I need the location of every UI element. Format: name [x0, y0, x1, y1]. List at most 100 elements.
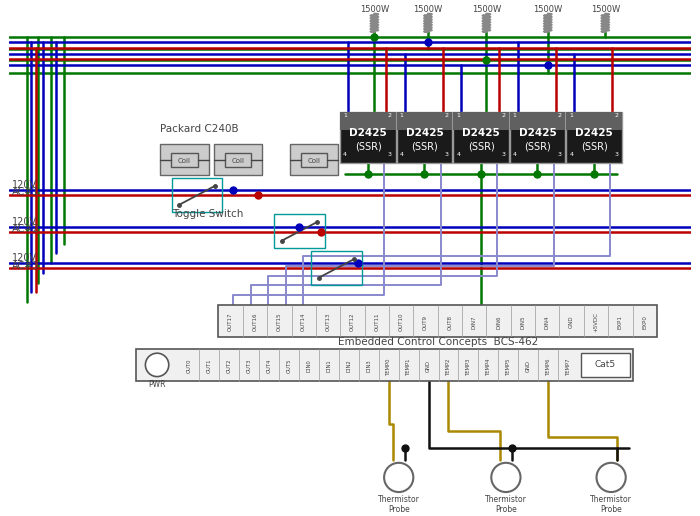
Text: Thermistor
Probe: Thermistor Probe [485, 495, 527, 514]
Text: 120V: 120V [12, 253, 37, 263]
Bar [566, 112, 622, 130]
Text: OUT5: OUT5 [286, 359, 292, 373]
Text: OUT14: OUT14 [301, 313, 306, 331]
Text: 2: 2 [388, 113, 392, 118]
Text: Cat5: Cat5 [595, 360, 616, 369]
Circle shape [491, 463, 521, 492]
Text: 1: 1 [343, 113, 347, 118]
Text: D2425: D2425 [519, 128, 557, 138]
Text: Coil: Coil [232, 158, 244, 164]
Bar [454, 112, 509, 163]
Text: TEMP5: TEMP5 [506, 357, 511, 375]
Text: D2425: D2425 [575, 128, 613, 138]
Bar [290, 144, 338, 175]
Text: GND: GND [569, 316, 574, 328]
Text: OUT13: OUT13 [326, 313, 330, 331]
Text: 1500W: 1500W [413, 5, 442, 14]
Text: 4: 4 [569, 152, 573, 157]
Text: Toggle Switch: Toggle Switch [172, 209, 243, 219]
Text: 1500W: 1500W [533, 5, 562, 14]
Bar [510, 112, 566, 130]
Text: 1500W: 1500W [591, 5, 620, 14]
Text: AC#1: AC#1 [12, 187, 39, 197]
Text: DIN7: DIN7 [472, 315, 477, 329]
Text: TEMP6: TEMP6 [545, 357, 551, 375]
Text: 1: 1 [512, 113, 517, 118]
Text: 2: 2 [614, 113, 618, 118]
Bar [397, 112, 452, 130]
Text: 3: 3 [614, 152, 618, 157]
Text: 4: 4 [343, 152, 347, 157]
Bar [160, 144, 209, 175]
Text: OUT16: OUT16 [253, 313, 258, 331]
Text: EXP1: EXP1 [618, 315, 623, 329]
Text: 2: 2 [557, 113, 561, 118]
Bar [225, 153, 251, 167]
Text: TEMP7: TEMP7 [566, 357, 570, 375]
Text: DIN3: DIN3 [366, 360, 371, 372]
Text: (SSR): (SSR) [581, 141, 608, 151]
Text: 120V: 120V [12, 180, 37, 190]
Bar [172, 179, 223, 213]
Text: 1500W: 1500W [472, 5, 501, 14]
Text: 3: 3 [557, 152, 561, 157]
Text: +5VDC: +5VDC [594, 312, 598, 332]
Text: Packard C240B: Packard C240B [160, 124, 239, 135]
Text: DIN1: DIN1 [326, 360, 331, 372]
Text: DIN0: DIN0 [307, 360, 312, 372]
Text: EXP0: EXP0 [642, 315, 648, 329]
Text: TEMP2: TEMP2 [446, 357, 451, 375]
Text: 120V: 120V [12, 217, 37, 227]
Text: OUT0: OUT0 [187, 359, 192, 373]
Text: 3: 3 [501, 152, 505, 157]
Text: GND: GND [426, 360, 431, 372]
Circle shape [384, 463, 413, 492]
Text: DIN2: DIN2 [346, 360, 351, 372]
Text: D2425: D2425 [349, 128, 387, 138]
Text: PWR: PWR [148, 380, 166, 389]
Bar [581, 353, 629, 377]
Bar [340, 112, 395, 130]
Text: OUT8: OUT8 [447, 315, 452, 330]
Text: OUT12: OUT12 [350, 313, 355, 331]
Text: D2425: D2425 [462, 128, 500, 138]
Bar [171, 153, 198, 167]
Text: DIN6: DIN6 [496, 315, 501, 329]
Text: 2: 2 [501, 113, 505, 118]
Text: 1: 1 [569, 113, 573, 118]
Text: TEMP3: TEMP3 [466, 357, 471, 375]
Text: DIN5: DIN5 [520, 315, 526, 329]
Text: OUT10: OUT10 [399, 313, 404, 331]
Bar [300, 153, 328, 167]
Text: (SSR): (SSR) [524, 141, 551, 151]
Text: (SSR): (SSR) [411, 141, 438, 151]
Bar [311, 251, 362, 285]
Text: OUT2: OUT2 [227, 359, 232, 373]
Bar [510, 112, 566, 163]
Text: 4: 4 [400, 152, 404, 157]
Text: AC#2: AC#2 [12, 224, 39, 234]
Text: Embedded Control Concepts  BCS-462: Embedded Control Concepts BCS-462 [337, 337, 538, 347]
Text: OUT17: OUT17 [228, 313, 233, 331]
Text: 4: 4 [512, 152, 517, 157]
Text: OUT3: OUT3 [246, 359, 252, 373]
Text: TEMP1: TEMP1 [406, 357, 411, 375]
Text: TEMP4: TEMP4 [486, 357, 491, 375]
Text: OUT9: OUT9 [423, 315, 428, 330]
Text: Thermistor
Probe: Thermistor Probe [590, 495, 632, 514]
Text: OUT15: OUT15 [277, 313, 282, 331]
Text: OUT1: OUT1 [207, 359, 212, 373]
Text: 1: 1 [456, 113, 460, 118]
Text: 4: 4 [456, 152, 460, 157]
Text: 1: 1 [400, 113, 404, 118]
Bar [397, 112, 452, 163]
Text: Thermistor
Probe: Thermistor Probe [378, 495, 420, 514]
Text: 3: 3 [388, 152, 392, 157]
Text: Coil: Coil [307, 158, 321, 164]
Text: GND: GND [526, 360, 531, 372]
Bar [218, 305, 657, 337]
Bar [274, 214, 325, 249]
Bar [340, 112, 395, 163]
Bar [454, 112, 509, 130]
Circle shape [146, 353, 169, 377]
